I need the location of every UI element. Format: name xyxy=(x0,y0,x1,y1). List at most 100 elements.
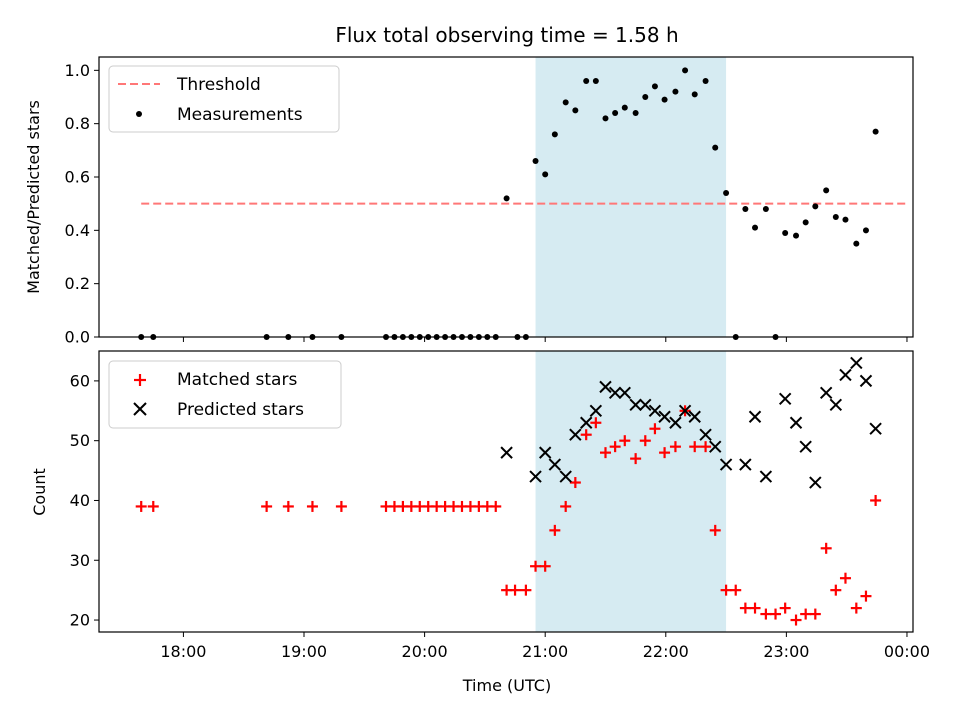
matched-star-point xyxy=(800,608,812,620)
legend-predicted-label: Predicted stars xyxy=(177,400,304,420)
measurement-point xyxy=(793,232,800,239)
legend-matched-label: Matched stars xyxy=(177,370,297,390)
measurement-point xyxy=(651,83,658,90)
measurement-point xyxy=(712,144,719,151)
measurement-point xyxy=(503,195,510,202)
top-panel: 0.0 0.2 0.4 0.6 0.8 1.0 Matched/Predicted sta… xyxy=(24,56,914,347)
top-y-axis-label: Matched/Predicted stars xyxy=(24,100,43,294)
y-tick-label: 30 xyxy=(70,551,90,570)
y-tick-label: 50 xyxy=(70,431,90,450)
predicted-star-point xyxy=(669,416,682,429)
x-axis-label: Time (UTC) xyxy=(462,676,551,695)
measurement-point xyxy=(532,158,539,164)
predicted-star-point xyxy=(599,380,612,394)
measurement-point xyxy=(802,219,809,226)
matched-star-point xyxy=(282,500,294,512)
measurement-point xyxy=(782,230,789,236)
matched-star-point xyxy=(135,500,147,512)
predicted-star-point xyxy=(739,458,752,471)
matched-star-point xyxy=(870,494,882,506)
measurement-point xyxy=(602,115,609,122)
matched-star-point xyxy=(779,602,791,614)
measurement-point xyxy=(812,203,819,210)
matched-star-point xyxy=(830,584,842,596)
measurement-point xyxy=(723,190,730,196)
predicted-star-point xyxy=(559,470,572,483)
x-tick-label: 19:00 xyxy=(281,642,327,661)
matched-star-point xyxy=(820,542,832,554)
legend-measurements-label: Measurements xyxy=(177,105,303,125)
measurement-point xyxy=(542,171,549,178)
matched-star-point xyxy=(530,560,542,572)
legend-threshold-label: Threshold xyxy=(176,75,261,95)
top-axes-frame xyxy=(98,56,914,338)
matched-star-point xyxy=(261,500,273,512)
measurement-point xyxy=(762,206,769,212)
y-tick-label: 20 xyxy=(70,611,90,630)
predicted-star-point xyxy=(529,470,542,483)
predicted-star-point xyxy=(809,476,822,489)
top-y-ticks: 0.0 0.2 0.4 0.6 0.8 1.0 xyxy=(65,61,99,347)
matched-star-point xyxy=(539,560,551,572)
matched-star-point xyxy=(850,602,862,614)
x-tick-label: 00:00 xyxy=(884,642,930,661)
matched-star-point xyxy=(809,608,821,620)
measurement-point xyxy=(621,104,628,111)
matched-star-point xyxy=(839,572,851,584)
top-legend-box xyxy=(108,65,340,133)
top-x-ticks xyxy=(182,337,908,342)
measurement-point xyxy=(583,78,590,84)
measurement-point xyxy=(682,67,689,74)
matched-star-point xyxy=(147,500,159,512)
measurement-point xyxy=(632,110,639,116)
bottom-legend: Matched stars Predicted stars xyxy=(108,360,342,429)
matched-star-point xyxy=(760,608,772,620)
measurement-point xyxy=(612,110,619,116)
matched-star-point xyxy=(490,500,502,512)
matched-star-point xyxy=(770,608,782,620)
predicted-star-point xyxy=(579,416,593,429)
predicted-star-point xyxy=(778,392,792,406)
measurement-point xyxy=(572,107,579,114)
legend-predicted-marker xyxy=(133,402,147,416)
y-tick-label: 0.2 xyxy=(65,274,90,293)
predicted-star-point xyxy=(819,386,833,400)
y-tick-label: 0.4 xyxy=(65,221,90,240)
predicted-star-point xyxy=(648,404,662,417)
matched-star-point xyxy=(700,441,712,453)
y-tick-label: 60 xyxy=(70,371,90,390)
y-tick-label: 1.0 xyxy=(65,61,90,80)
matched-star-point xyxy=(659,447,671,459)
matched-star-point xyxy=(549,524,561,536)
measurement-point xyxy=(661,96,668,103)
legend-measurements-marker xyxy=(136,111,142,117)
matched-star-point xyxy=(306,500,318,512)
matched-star-point xyxy=(689,441,701,453)
matched-star-point xyxy=(609,441,621,453)
matched-star-point xyxy=(520,584,532,596)
predicted-star-point xyxy=(658,410,671,423)
top-legend: Threshold Measurements xyxy=(108,65,340,133)
measurement-point xyxy=(702,78,709,84)
bottom-axes-frame xyxy=(98,350,914,633)
matched-star-point xyxy=(669,441,681,453)
measurement-point xyxy=(551,131,558,138)
bottom-x-ticks: 18:00 19:00 20:00 21:00 22:00 23:00 00:00 xyxy=(160,632,930,661)
measurement-point xyxy=(862,227,869,234)
predicted-star-point xyxy=(748,410,762,423)
predicted-star-point xyxy=(850,356,863,370)
matched-star-point xyxy=(630,453,642,465)
matched-star-point xyxy=(619,435,631,447)
x-tick-label: 20:00 xyxy=(402,642,448,661)
legend-matched-marker xyxy=(134,374,146,386)
predicted-star-point xyxy=(859,374,873,388)
predicted-star-point xyxy=(719,458,733,471)
measurement-point xyxy=(872,128,879,135)
y-tick-label: 0.6 xyxy=(65,168,90,187)
x-tick-label: 22:00 xyxy=(643,642,689,661)
measurement-point xyxy=(672,88,679,95)
predicted-star-point xyxy=(789,416,803,429)
matched-star-point xyxy=(590,417,602,429)
bottom-legend-box xyxy=(108,360,342,429)
